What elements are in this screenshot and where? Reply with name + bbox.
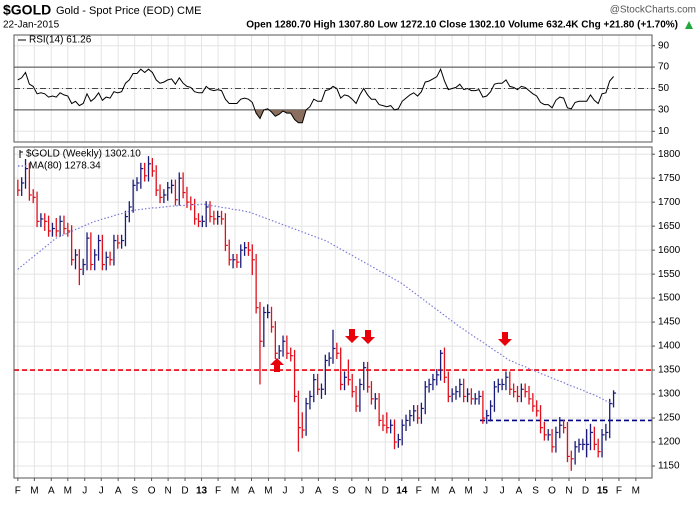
y-tick-label: 1550 — [658, 269, 681, 280]
x-tick-label: M — [30, 486, 38, 497]
y-tick-label: 1450 — [658, 317, 681, 328]
y-tick-label: 90 — [658, 40, 670, 51]
x-tick-label: M — [264, 486, 272, 497]
x-tick-label: F — [616, 486, 622, 497]
x-tick-label: J — [82, 486, 87, 497]
y-tick-label: 1700 — [658, 197, 681, 208]
legend-label: $GOLD (Weekly) 1302.10 — [26, 149, 141, 160]
plot-area: 10 30 50 70 90 1150 1200 1250 1300 1350 1400 1450 15… — [13, 34, 681, 497]
y-tick-label: 10 — [658, 126, 670, 137]
legends: RSI(14) 61.26 $GOLD (Weekly) 1302.10MA(80… — [18, 35, 141, 172]
x-tick-label: J — [99, 486, 104, 497]
x-tick-label: D — [181, 486, 188, 497]
y-tick-label: 1200 — [658, 437, 681, 448]
x-tick-label: O — [148, 486, 156, 497]
x-tick-label: A — [516, 486, 523, 497]
x-tick-label: A — [115, 486, 122, 497]
x-tick-label: A — [48, 486, 55, 497]
x-tick-label: M — [464, 486, 472, 497]
rsi-line — [17, 67, 614, 124]
annotations — [270, 329, 512, 372]
y-tick-label: 1650 — [658, 221, 681, 232]
x-tick-label: J — [500, 486, 505, 497]
y-tick-label: 1500 — [658, 293, 681, 304]
x-tick-label: S — [332, 486, 339, 497]
x-tick-label: S — [131, 486, 138, 497]
arrow-up — [270, 358, 284, 372]
security-name: Gold - Spot Price (EOD) CME — [56, 5, 201, 17]
y-tick-label: 1600 — [658, 245, 681, 256]
x-tick-label: D — [582, 486, 589, 497]
date: 22-Jan-2015 — [3, 20, 60, 31]
arrow-down — [345, 329, 359, 343]
y-tick-label: 50 — [658, 83, 670, 94]
x-tick-label: A — [449, 486, 456, 497]
legend-label: RSI(14) 61.26 — [29, 35, 92, 46]
panel-frame — [13, 146, 653, 479]
x-tick-label: S — [532, 486, 539, 497]
source: @StockCharts.com — [610, 5, 696, 16]
y-tick-label: 1250 — [658, 413, 681, 424]
x-tick-label: F — [15, 486, 21, 497]
x-tick-label: N — [165, 486, 172, 497]
x-tick-label: O — [548, 486, 556, 497]
y-tick-label: 30 — [658, 105, 670, 116]
x-tick-label: N — [365, 486, 372, 497]
panel-frame — [13, 34, 653, 143]
x-tick-label: 13 — [196, 486, 208, 497]
ma-line — [17, 203, 614, 405]
quote: Open 1280.70 High 1307.80 Low 1272.10 Cl… — [246, 20, 678, 31]
x-tick-label: J — [282, 486, 287, 497]
x-tick-label: M — [632, 486, 640, 497]
y-tick-label: 1350 — [658, 365, 681, 376]
x-tick-label: F — [416, 486, 422, 497]
symbol: $GOLD — [3, 2, 51, 18]
x-tick-label: D — [382, 486, 389, 497]
x-tick-label: 15 — [597, 486, 609, 497]
y-tick-label: 1300 — [658, 389, 681, 400]
oversold-area — [254, 109, 307, 123]
x-tick-label: J — [299, 486, 304, 497]
y-tick-label: 70 — [658, 62, 670, 73]
y-tick-label: 1800 — [658, 149, 681, 160]
x-tick-label: A — [248, 486, 255, 497]
x-tick-label: J — [483, 486, 488, 497]
x-tick-label: M — [431, 486, 439, 497]
y-tick-label: 1400 — [658, 341, 681, 352]
y-tick-label: 1150 — [658, 461, 680, 472]
legend-label: MA(80) 1278.34 — [29, 161, 101, 172]
arrow-down — [361, 330, 375, 344]
x-tick-label: O — [348, 486, 356, 497]
x-tick-label: A — [315, 486, 322, 497]
x-tick-label: N — [565, 486, 572, 497]
x-tick-label: M — [64, 486, 72, 497]
x-tick-label: 14 — [396, 486, 408, 497]
arrow-down — [498, 332, 512, 346]
up-icon — [685, 21, 693, 29]
x-tick-label: M — [231, 486, 239, 497]
y-tick-label: 1750 — [658, 173, 681, 184]
x-tick-label: F — [215, 486, 221, 497]
